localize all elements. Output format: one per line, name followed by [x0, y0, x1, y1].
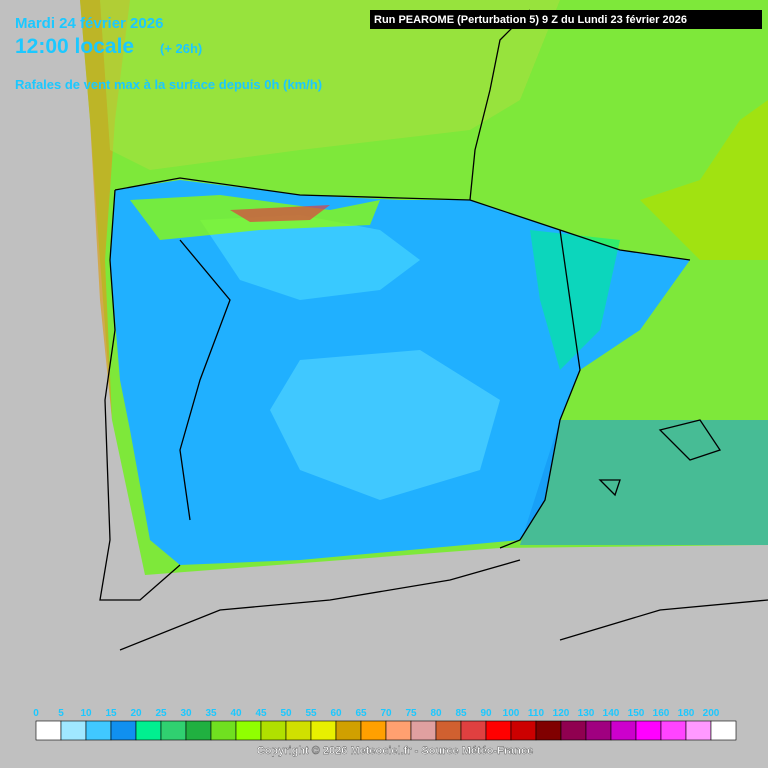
legend-label: 5: [58, 708, 64, 719]
legend-swatch: [585, 720, 612, 741]
legend-swatch: [510, 720, 537, 741]
legend-swatch: [560, 720, 587, 741]
subtitle: Rafales de vent max à la surface depuis …: [15, 77, 322, 92]
legend: 0 5 10 15 20 25 30 35 40 45 50 55 60 65 70 75 80 85 90 100 1…: [33, 708, 737, 741]
run-box: [370, 10, 762, 29]
legend-label: 55: [305, 708, 317, 719]
sea-patch: [520, 420, 768, 545]
legend-swatch: [710, 720, 737, 741]
legend-swatch: [685, 720, 712, 741]
legend-swatch: [185, 720, 212, 741]
legend-label: 50: [280, 708, 292, 719]
legend-label: 70: [380, 708, 392, 719]
legend-label: 15: [105, 708, 117, 719]
legend-label: 100: [503, 708, 520, 719]
time: 12:00 locale: [15, 35, 134, 58]
legend-swatch: [535, 720, 562, 741]
land-patch: [530, 230, 620, 370]
legend-label: 25: [155, 708, 167, 719]
legend-label: 200: [703, 708, 720, 719]
legend-label: 120: [553, 708, 570, 719]
legend-label: 30: [180, 708, 192, 719]
sea-field: [100, 0, 560, 170]
legend-label: 160: [653, 708, 670, 719]
legend-swatch: [260, 720, 287, 741]
mountain-patch: [640, 100, 768, 260]
legend-label: 75: [405, 708, 417, 719]
legend-label: 85: [455, 708, 467, 719]
legend-label: 65: [355, 708, 367, 719]
legend-label: 90: [480, 708, 492, 719]
legend-swatch: [210, 720, 237, 741]
legend-label: 45: [255, 708, 267, 719]
legend-swatch: [360, 720, 387, 741]
legend-swatch: [310, 720, 337, 741]
legend-label: 60: [330, 708, 342, 719]
legend-swatch: [485, 720, 512, 741]
legend-swatch: [435, 720, 462, 741]
legend-swatch: [135, 720, 162, 741]
legend-label: 80: [430, 708, 442, 719]
legend-swatch: [160, 720, 187, 741]
legend-swatch: [460, 720, 487, 741]
legend-swatch: [235, 720, 262, 741]
legend-label: 35: [205, 708, 217, 719]
legend-swatch: [285, 720, 312, 741]
legend-swatch: [60, 720, 87, 741]
copyright: Copyright © 2026 Meteociel.fr - Source M…: [257, 745, 533, 757]
legend-label: 10: [80, 708, 92, 719]
legend-swatch: [385, 720, 412, 741]
legend-label: 130: [578, 708, 595, 719]
date: Mardi 24 février 2026: [15, 15, 163, 32]
run-info: Run PEAROME (Perturbation 5) 9 Z du Lund…: [374, 14, 687, 26]
offset: (+ 26h): [160, 41, 202, 56]
land-patch: [270, 350, 500, 500]
legend-label: 110: [528, 708, 545, 719]
legend-label: 40: [230, 708, 242, 719]
legend-swatch: [635, 720, 662, 741]
strong-wind-band: [80, 0, 130, 420]
legend-label: 150: [628, 708, 645, 719]
borders: [99, 9, 768, 651]
legend-swatch: [335, 720, 362, 741]
legend-swatch: [660, 720, 687, 741]
mountain-patch: [230, 205, 330, 222]
legend-label: 140: [603, 708, 620, 719]
legend-swatch: [35, 720, 62, 741]
legend-swatch: [85, 720, 112, 741]
legend-label: 180: [678, 708, 695, 719]
legend-swatch: [410, 720, 437, 741]
legend-label: 20: [130, 708, 142, 719]
legend-swatch: [610, 720, 637, 741]
land-patch: [200, 215, 420, 300]
legend-label: 0: [33, 708, 39, 719]
legend-swatch: [110, 720, 137, 741]
